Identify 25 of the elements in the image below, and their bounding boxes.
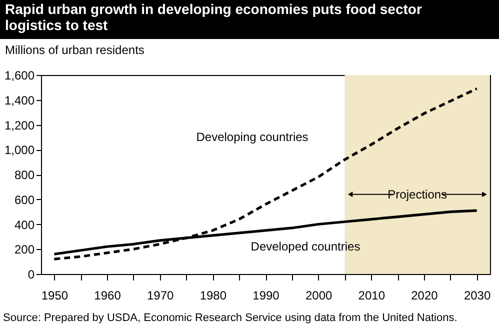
- line-series: [52, 87, 478, 260]
- x-tick-label: 1970: [147, 288, 174, 302]
- x-tick-label: 2000: [305, 288, 332, 302]
- y-tick-label: 1,400: [4, 93, 35, 108]
- x-tick-label: 2010: [358, 288, 386, 302]
- x-tick-label: 1990: [252, 288, 280, 302]
- y-tick-label: 600: [14, 192, 35, 207]
- y-tick-label: 1,000: [4, 143, 35, 158]
- x-tick-label: 1960: [94, 288, 122, 302]
- y-tick-label: 800: [14, 168, 35, 182]
- series-label: Developed countries: [250, 239, 360, 254]
- chart-title: Rapid urban growth in developing economies puts food sector logistics to test: [5, 1, 422, 33]
- y-tick-label: 400: [14, 218, 35, 232]
- source-note: Source: Prepared by USDA, Economic Research Service using data from the United Nations.: [3, 312, 458, 324]
- y-axis-title: Millions of urban residents: [5, 43, 144, 57]
- band-label: Projections: [388, 187, 448, 202]
- x-tick-label: 2020: [411, 288, 438, 302]
- x-tick-label: 2030: [464, 288, 491, 302]
- y-tick-label: 200: [14, 242, 35, 257]
- x-tick-label: 1980: [200, 288, 227, 302]
- text: Developing countries: [196, 130, 308, 144]
- x-tick-label: 1950: [41, 288, 68, 302]
- y-tick-label: 1,600: [4, 68, 35, 82]
- y-tick-label: 1,200: [4, 118, 35, 132]
- y-tick-label: 0: [28, 268, 35, 282]
